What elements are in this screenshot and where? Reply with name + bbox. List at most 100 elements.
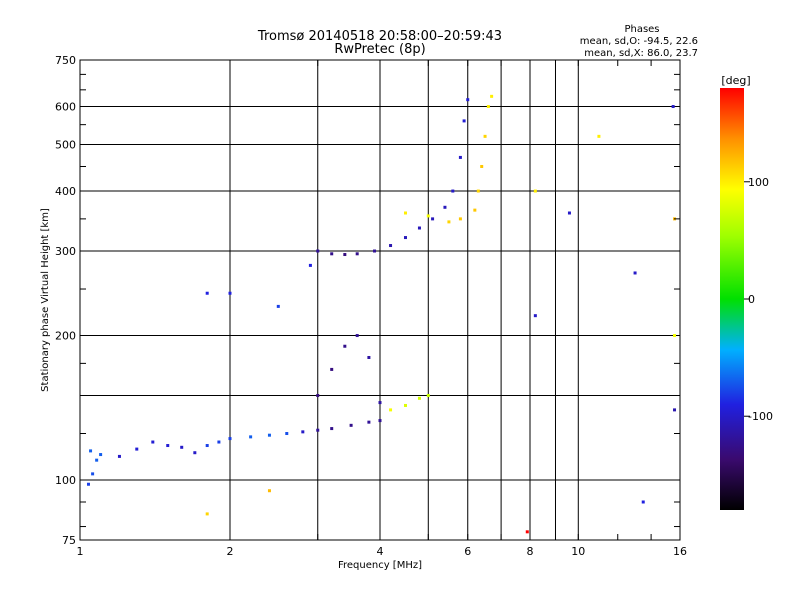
data-point bbox=[673, 334, 677, 338]
x-tick-label: 10 bbox=[571, 545, 585, 558]
data-point bbox=[367, 355, 371, 359]
data-point bbox=[473, 208, 477, 212]
data-point bbox=[228, 437, 232, 441]
data-point bbox=[533, 189, 537, 193]
data-point bbox=[193, 451, 197, 455]
colorbar bbox=[720, 88, 744, 510]
data-point bbox=[316, 394, 320, 398]
colorbar-label: [deg] bbox=[721, 74, 750, 87]
data-point bbox=[533, 314, 537, 318]
data-point bbox=[99, 453, 103, 457]
data-point bbox=[480, 164, 484, 168]
data-points bbox=[86, 94, 677, 534]
data-point bbox=[466, 98, 470, 102]
data-point bbox=[330, 252, 334, 256]
data-point bbox=[355, 252, 359, 256]
x-tick-label: 4 bbox=[377, 545, 384, 558]
data-point bbox=[89, 449, 93, 453]
data-point bbox=[671, 105, 675, 109]
data-point bbox=[276, 304, 280, 308]
data-point bbox=[367, 420, 371, 424]
data-point bbox=[476, 189, 480, 193]
data-point bbox=[426, 394, 430, 398]
data-point bbox=[378, 419, 382, 423]
data-point bbox=[349, 423, 353, 427]
data-point bbox=[267, 489, 271, 493]
data-point bbox=[217, 440, 221, 444]
data-point bbox=[373, 249, 377, 253]
data-point bbox=[343, 253, 347, 257]
y-tick-label: 100 bbox=[55, 474, 76, 487]
data-point bbox=[205, 291, 209, 295]
y-tick-label: 300 bbox=[55, 245, 76, 258]
data-point bbox=[417, 226, 421, 230]
x-tick-label: 6 bbox=[464, 545, 471, 558]
y-tick-label: 600 bbox=[55, 101, 76, 114]
data-point bbox=[673, 408, 677, 412]
data-point bbox=[301, 430, 305, 434]
data-point bbox=[443, 205, 447, 209]
data-point bbox=[249, 435, 253, 439]
data-point bbox=[462, 119, 466, 123]
data-point bbox=[490, 94, 494, 98]
data-point bbox=[316, 428, 320, 432]
data-point bbox=[355, 334, 359, 338]
y-tick-label: 500 bbox=[55, 139, 76, 152]
data-point bbox=[431, 217, 435, 221]
x-tick-label: 8 bbox=[527, 545, 534, 558]
data-point bbox=[567, 211, 571, 215]
data-point bbox=[451, 189, 455, 193]
data-point bbox=[403, 403, 407, 407]
chart-title: Tromsø 20140518 20:58:00–20:59:43 bbox=[257, 29, 502, 44]
data-point bbox=[403, 211, 407, 215]
data-point bbox=[641, 500, 645, 504]
data-point bbox=[166, 444, 170, 448]
data-point bbox=[91, 472, 95, 476]
data-point bbox=[389, 244, 393, 248]
data-point bbox=[417, 396, 421, 400]
grid bbox=[80, 60, 680, 540]
colorbar-ticks: 100 0 -100 bbox=[744, 176, 773, 423]
phase-summary-o: mean, sd,O: -94.5, 22.6 bbox=[580, 36, 698, 47]
x-tick-label: 16 bbox=[673, 545, 687, 558]
data-point bbox=[228, 291, 232, 295]
x-axis: 1 2 4 6 8 10 16 bbox=[77, 60, 687, 558]
data-point bbox=[378, 401, 382, 405]
data-point bbox=[95, 458, 99, 462]
data-point bbox=[486, 105, 490, 109]
data-point bbox=[343, 344, 347, 348]
data-point bbox=[205, 444, 209, 448]
data-point bbox=[151, 440, 155, 444]
data-point bbox=[458, 217, 462, 221]
data-point bbox=[117, 454, 121, 458]
data-point bbox=[308, 263, 312, 267]
data-point bbox=[330, 427, 334, 431]
y-axis-label: Stationary phase Virtual Height [km] bbox=[40, 208, 51, 392]
y-tick-label: 400 bbox=[55, 185, 76, 198]
colorbar-tick-label: -100 bbox=[748, 410, 773, 423]
data-point bbox=[389, 408, 393, 412]
x-axis-label: Frequency [MHz] bbox=[338, 560, 422, 571]
colorbar-tick-label: 0 bbox=[748, 293, 755, 306]
data-point bbox=[403, 236, 407, 240]
y-axis: 75 100 200 300 400 500 600 750 bbox=[55, 54, 680, 547]
data-point bbox=[447, 220, 451, 224]
data-point bbox=[633, 271, 637, 275]
phase-summary-heading: Phases bbox=[624, 24, 659, 35]
y-tick-label: 750 bbox=[55, 54, 76, 67]
data-point bbox=[86, 482, 90, 486]
data-point bbox=[267, 433, 271, 437]
data-point bbox=[330, 367, 334, 371]
data-point bbox=[180, 445, 184, 449]
data-point bbox=[316, 249, 320, 253]
data-point bbox=[597, 134, 601, 138]
data-point bbox=[483, 134, 487, 138]
y-tick-label: 200 bbox=[55, 330, 76, 343]
y-tick-label: 75 bbox=[62, 534, 76, 547]
data-point bbox=[525, 530, 529, 534]
x-tick-label: 2 bbox=[227, 545, 234, 558]
phase-summary-x: mean, sd,X: 86.0, 23.7 bbox=[584, 48, 698, 59]
data-point bbox=[458, 155, 462, 159]
colorbar-tick-label: 100 bbox=[748, 176, 769, 189]
